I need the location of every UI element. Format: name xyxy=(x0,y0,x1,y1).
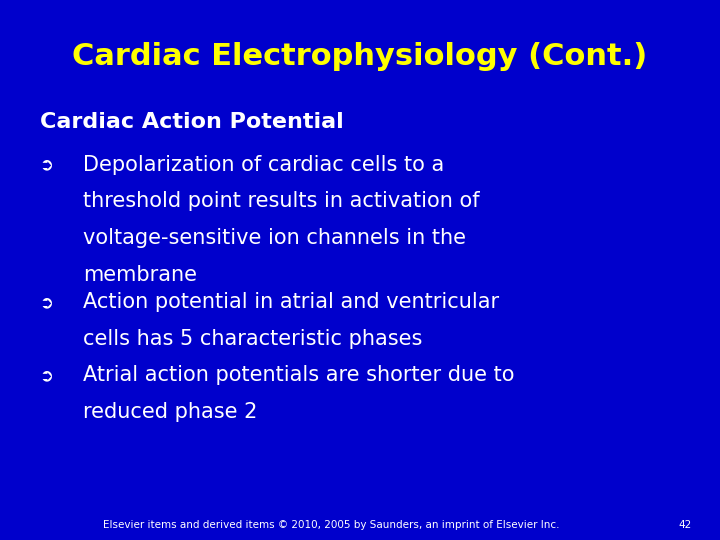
Text: Atrial action potentials are shorter due to: Atrial action potentials are shorter due… xyxy=(83,365,514,386)
Text: threshold point results in activation of: threshold point results in activation of xyxy=(83,191,480,212)
Text: Cardiac Action Potential: Cardiac Action Potential xyxy=(40,111,343,132)
Text: Action potential in atrial and ventricular: Action potential in atrial and ventricul… xyxy=(83,292,499,313)
Text: reduced phase 2: reduced phase 2 xyxy=(83,402,257,422)
Text: Depolarization of cardiac cells to a: Depolarization of cardiac cells to a xyxy=(83,154,444,175)
Text: cells has 5 characteristic phases: cells has 5 characteristic phases xyxy=(83,329,422,349)
Text: ➲: ➲ xyxy=(40,366,54,384)
Text: membrane: membrane xyxy=(83,265,197,285)
Text: voltage-sensitive ion channels in the: voltage-sensitive ion channels in the xyxy=(83,228,466,248)
Text: Elsevier items and derived items © 2010, 2005 by Saunders, an imprint of Elsevie: Elsevier items and derived items © 2010,… xyxy=(103,520,559,530)
Text: ➲: ➲ xyxy=(40,293,54,312)
Text: Cardiac Electrophysiology (Cont.): Cardiac Electrophysiology (Cont.) xyxy=(73,42,647,71)
Text: 42: 42 xyxy=(678,520,691,530)
Text: ➲: ➲ xyxy=(40,156,54,174)
